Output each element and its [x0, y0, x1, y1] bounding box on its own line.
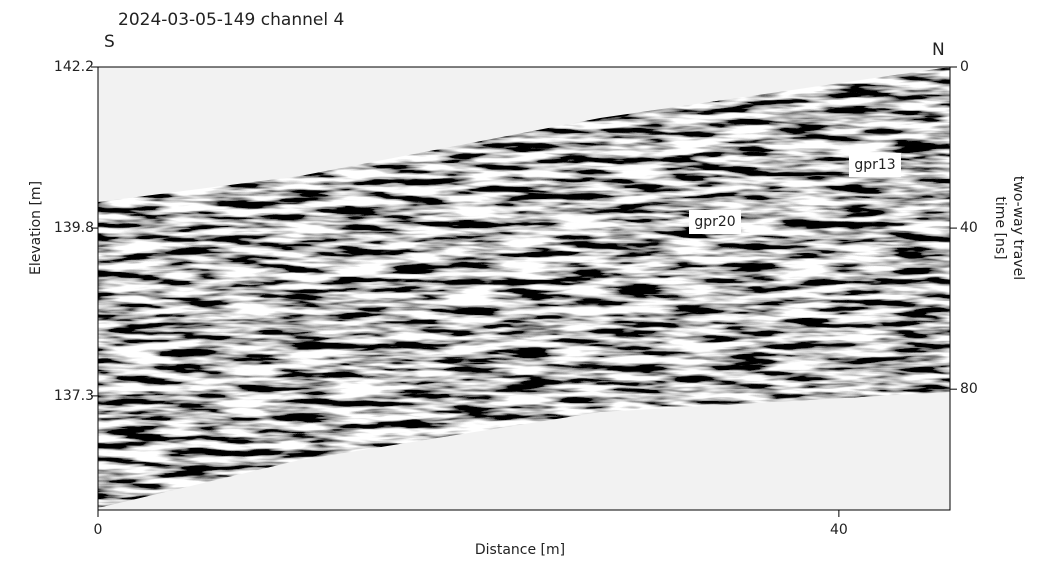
y-tick-label: 137.3 [54, 388, 94, 404]
y-tick-label: 142.2 [54, 59, 94, 75]
plot-frame [97, 66, 951, 511]
x-axis-label: Distance [m] [475, 542, 565, 558]
x-tick-label: 0 [94, 522, 103, 538]
y2-tick-label: 40 [960, 220, 978, 236]
annotation: gpr20 [694, 214, 735, 230]
x-tick-label: 40 [830, 522, 848, 538]
y2-axis-label: time [ns] [992, 196, 1008, 259]
annotation: gpr13 [854, 157, 895, 173]
end-label: N [932, 40, 945, 60]
start-label: S [104, 32, 115, 52]
annotation-box [849, 153, 901, 177]
y2-axis-label: two-way travel [1010, 176, 1026, 280]
y2-tick-label: 0 [960, 59, 969, 75]
annotation-box [689, 210, 741, 234]
y-axis-label: Elevation [m] [28, 181, 44, 275]
chart-title: 2024-03-05-149 channel 4 [118, 10, 344, 30]
y2-tick-label: 80 [960, 381, 978, 397]
y-tick-label: 139.8 [54, 220, 94, 236]
